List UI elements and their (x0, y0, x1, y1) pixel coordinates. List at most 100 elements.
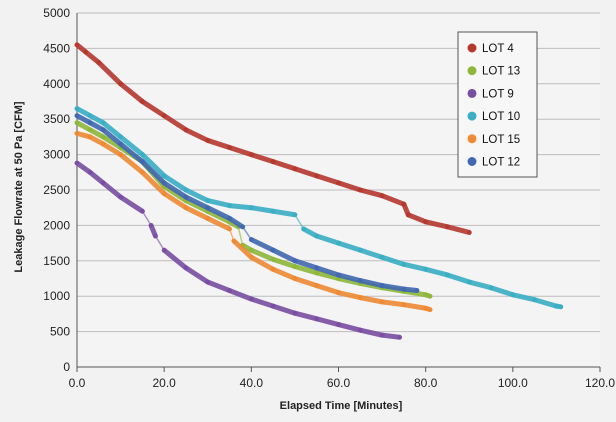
series-segment (139, 152, 167, 179)
series-segment (183, 194, 211, 211)
series-segment (231, 238, 254, 260)
y-tick-label: 500 (50, 325, 70, 339)
data-point (205, 279, 210, 285)
data-point (445, 224, 450, 230)
data-point (140, 209, 145, 214)
data-point (183, 205, 189, 210)
series-segment (405, 212, 429, 225)
data-point (161, 247, 167, 253)
data-point (100, 180, 106, 186)
data-point (554, 303, 559, 309)
series-segment (248, 254, 276, 272)
series-segment (401, 302, 429, 311)
data-point (423, 306, 428, 311)
legend-box (457, 31, 538, 178)
data-point (292, 166, 298, 171)
y-tick-label: 3000 (43, 148, 70, 162)
series-segment (161, 183, 189, 204)
legend-label: LOT 13 (482, 66, 520, 78)
series-segment (118, 194, 145, 214)
series-segment (423, 266, 450, 278)
series-segment (248, 152, 276, 165)
series-segment (314, 233, 341, 246)
data-point (467, 230, 472, 235)
data-point (401, 201, 407, 207)
y-tick-label: 4500 (43, 41, 70, 55)
series-lot-4 (74, 42, 472, 235)
series-segment (205, 198, 233, 209)
legend-marker (467, 43, 477, 53)
legend-label: LOT 9 (482, 88, 514, 100)
series-segment (336, 290, 363, 301)
series-segment (270, 208, 298, 218)
series-segment (270, 247, 298, 264)
series-segment (139, 99, 167, 119)
series-segment (183, 265, 211, 285)
data-point (358, 327, 363, 333)
data-point (488, 285, 494, 290)
series-segment (294, 214, 305, 230)
series-segment (292, 276, 320, 289)
series-segment (248, 237, 276, 253)
data-point (205, 198, 210, 203)
y-tick-label: 2000 (43, 218, 70, 232)
x-tick-label: 100.0 (498, 376, 528, 390)
y-axis-title: Leakage Flowrate at 50 Pa [CFM] (13, 101, 25, 272)
legend-marker (467, 88, 477, 98)
series-segment (336, 240, 363, 253)
data-point (358, 295, 363, 300)
data-point (249, 205, 254, 210)
series-segment (118, 141, 145, 165)
plot-area (74, 42, 564, 340)
series-segment (205, 205, 233, 221)
data-point (379, 283, 385, 288)
series-segment (87, 169, 106, 186)
series-lot-9 (74, 160, 403, 340)
series-segment (444, 272, 472, 285)
series-segment (161, 113, 189, 133)
series-segment (241, 226, 253, 241)
series-segment (183, 205, 211, 221)
data-point (140, 170, 145, 175)
x-tick-label: 60.0 (327, 376, 351, 390)
x-tick-label: 40.0 (240, 376, 264, 390)
data-point (74, 131, 80, 136)
series-segment (100, 141, 124, 158)
data-point (227, 203, 232, 208)
data-point (74, 42, 80, 48)
series-segment (100, 134, 124, 151)
series-segment (488, 285, 516, 298)
series-segment (357, 278, 385, 289)
data-point (510, 292, 516, 297)
data-point (406, 212, 411, 217)
data-point (183, 187, 189, 193)
data-point (227, 216, 232, 221)
data-point (118, 152, 123, 157)
series-segment (118, 152, 145, 175)
legend-marker (467, 157, 477, 166)
data-point (314, 270, 319, 276)
data-point (240, 224, 245, 230)
series-segment (161, 173, 189, 193)
data-point (379, 332, 385, 338)
y-tick-label: 3500 (43, 112, 70, 126)
data-point (100, 120, 106, 125)
data-point (336, 290, 341, 295)
data-point (336, 180, 341, 186)
data-point (358, 278, 363, 283)
data-point (270, 159, 276, 164)
data-point (532, 297, 537, 302)
series-segment (74, 160, 93, 175)
data-point (336, 322, 341, 327)
data-point (74, 120, 80, 125)
data-point (358, 247, 363, 253)
data-point (301, 226, 306, 232)
data-point (292, 276, 298, 281)
series-segment (139, 159, 167, 186)
y-tick-label: 5000 (43, 6, 70, 20)
y-tick-label: 0 (63, 360, 70, 374)
data-point (148, 223, 154, 228)
data-point (87, 134, 93, 140)
series-segment (100, 180, 124, 200)
